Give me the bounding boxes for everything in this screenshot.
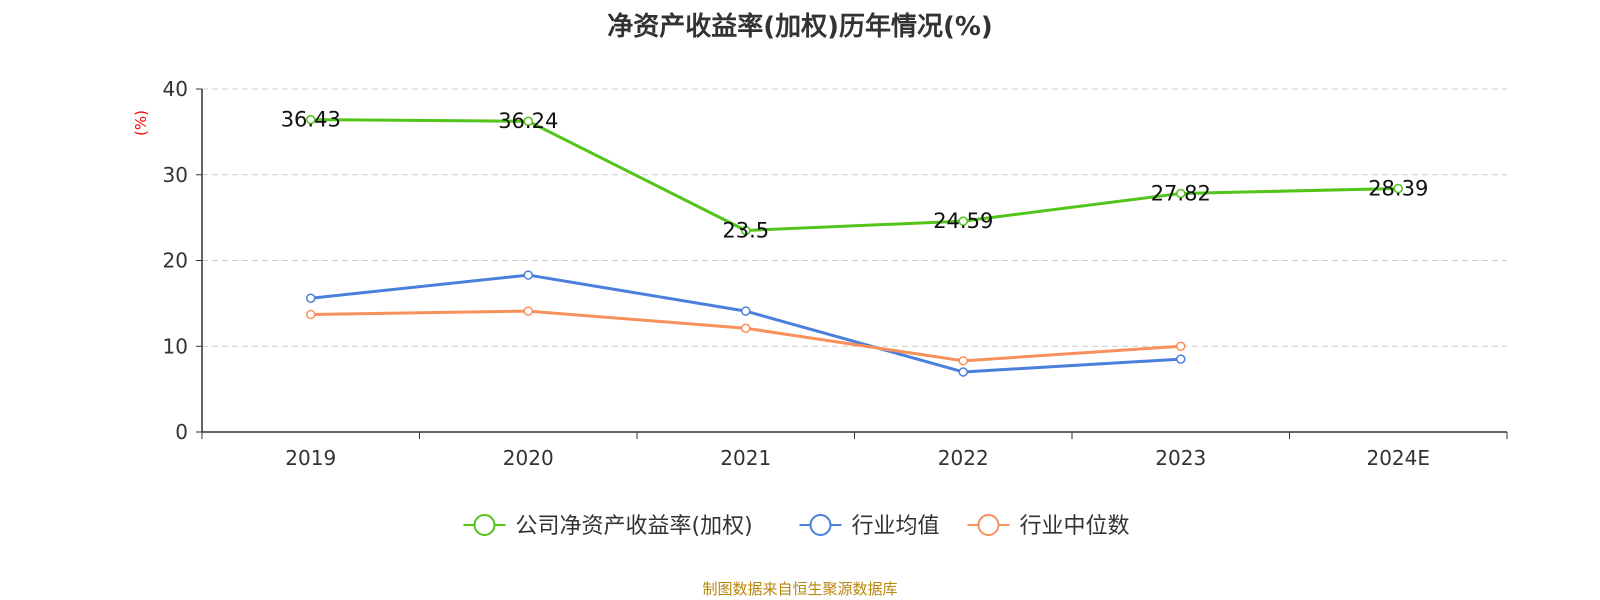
data-point — [523, 306, 533, 316]
y-tick-label: 0 — [175, 420, 188, 444]
data-point — [1176, 341, 1186, 351]
data-label: 23.5 — [722, 218, 769, 242]
data-point — [958, 356, 968, 366]
y-tick-label: 10 — [163, 334, 188, 358]
data-label: 27.82 — [1151, 181, 1211, 205]
legend-label-0: 公司净资产收益率(加权) — [516, 514, 753, 539]
source-footer: 制图数据来自恒生聚源数据库 — [702, 580, 898, 598]
data-point — [1393, 183, 1403, 194]
data-point — [306, 309, 316, 320]
data-label: 28.39 — [1368, 177, 1428, 201]
data-point — [741, 225, 751, 236]
legend-label-2: 行业中位数 — [1020, 514, 1130, 539]
label-layer: 36.43 36.24 23.5 24.59 27.82 28.39 — [281, 108, 1429, 243]
y-tick-label: 30 — [163, 163, 188, 187]
data-label: 36.43 — [281, 108, 341, 132]
series-layer — [306, 114, 1403, 377]
data-point — [1176, 188, 1186, 199]
x-tick-label: 2019 — [285, 446, 336, 470]
data-label: 24.59 — [933, 209, 993, 233]
data-point — [741, 323, 751, 333]
legend-marker-2 — [977, 514, 1000, 536]
data-point — [306, 114, 316, 125]
x-tick-label: 2020 — [503, 446, 554, 470]
legend-label-1: 行业均值 — [852, 514, 940, 539]
x-tick-label: 2023 — [1155, 446, 1206, 470]
legend-marker-0 — [473, 514, 496, 536]
data-point — [1176, 354, 1186, 364]
legend-marker-1 — [809, 514, 832, 536]
chart-title: 净资产收益率(加权)历年情况(%) — [607, 12, 993, 42]
series-line-2 — [310, 309, 1181, 363]
y-tick-label: 40 — [163, 77, 188, 101]
data-label: 36.24 — [498, 109, 558, 133]
y-axis-title: (%) — [132, 110, 150, 136]
data-point — [523, 270, 533, 280]
x-tick-label: 2024E — [1366, 446, 1430, 470]
x-tick-label: 2021 — [720, 446, 771, 470]
data-point — [741, 306, 751, 316]
y-tick-label: 20 — [163, 249, 188, 273]
grid-layer — [202, 88, 1507, 347]
data-point — [306, 293, 316, 303]
data-point — [523, 116, 533, 126]
x-tick-label: 2022 — [938, 446, 989, 470]
axis-layer: 0 10 20 30 40 (%) 2019 2020 2021 2022 2023 2024E — [132, 77, 1508, 470]
series-line-0 — [310, 118, 1399, 232]
legend: 公司净资产收益率(加权) 行业均值 行业中位数 — [463, 514, 1130, 539]
data-point — [958, 367, 968, 377]
data-point — [958, 216, 968, 226]
